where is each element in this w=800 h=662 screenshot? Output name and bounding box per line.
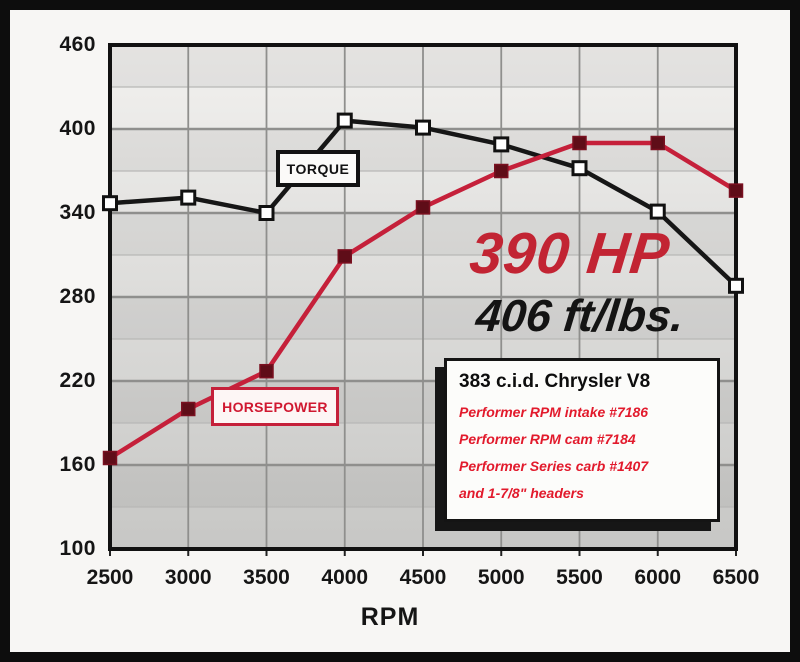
- torque-marker: [728, 277, 744, 294]
- spec-line-carb: Performer Series carb #1407: [459, 458, 649, 474]
- torque-marker: [102, 195, 118, 212]
- engine-spec-box: 383 c.i.d. Chrysler V8 Performer RPM int…: [444, 358, 720, 522]
- torque-marker: [649, 203, 666, 220]
- y-tick-label: 460: [59, 33, 96, 56]
- y-tick-label: 340: [59, 201, 96, 224]
- horsepower-marker: [337, 249, 352, 264]
- x-tick-label: 2500: [86, 566, 134, 589]
- torque-marker: [258, 205, 275, 221]
- torque-marker: [571, 160, 588, 177]
- peak-torque-callout: 406 ft/lbs.: [473, 290, 687, 341]
- spec-line-intake: Performer RPM intake #7186: [459, 404, 649, 420]
- horsepower-marker: [572, 135, 587, 151]
- plot-border: [108, 43, 738, 551]
- horsepower-marker: [728, 183, 744, 198]
- torque-series-label: TORQUE: [276, 150, 360, 187]
- y-tick-label: 400: [59, 117, 96, 140]
- x-tick-label: 4000: [321, 566, 369, 589]
- y-tick-label: 220: [59, 369, 96, 392]
- y-tick-label: 100: [59, 537, 96, 560]
- torque-marker: [415, 119, 431, 136]
- x-tick-label: 5000: [477, 566, 525, 589]
- horsepower-series-label: HORSEPOWER: [211, 387, 339, 426]
- engine-spec-title: 383 c.i.d. Chrysler V8: [459, 371, 651, 392]
- y-tick-label: 160: [59, 453, 96, 476]
- spec-line-headers: and 1-7/8" headers: [459, 485, 584, 501]
- horsepower-marker: [494, 163, 509, 179]
- torque-marker: [336, 112, 353, 129]
- x-tick-label: 6500: [712, 566, 760, 589]
- spec-line-cam: Performer RPM cam #7184: [459, 431, 636, 447]
- x-tick-label: 3000: [164, 566, 212, 589]
- horsepower-marker: [181, 401, 196, 417]
- horsepower-marker: [259, 363, 274, 379]
- torque-marker: [180, 189, 197, 206]
- x-tick-label: 5500: [556, 566, 603, 589]
- horsepower-marker: [102, 450, 118, 466]
- x-tick-label: 4500: [399, 566, 447, 589]
- horsepower-marker: [415, 200, 431, 215]
- peak-horsepower-callout: 390 HP: [466, 221, 674, 286]
- horsepower-marker: [650, 135, 665, 151]
- x-tick-label: 3500: [243, 566, 290, 589]
- torque-marker: [493, 136, 510, 153]
- y-tick-label: 280: [59, 285, 96, 308]
- x-axis-title: RPM: [360, 603, 420, 631]
- x-tick-label: 6000: [634, 566, 682, 589]
